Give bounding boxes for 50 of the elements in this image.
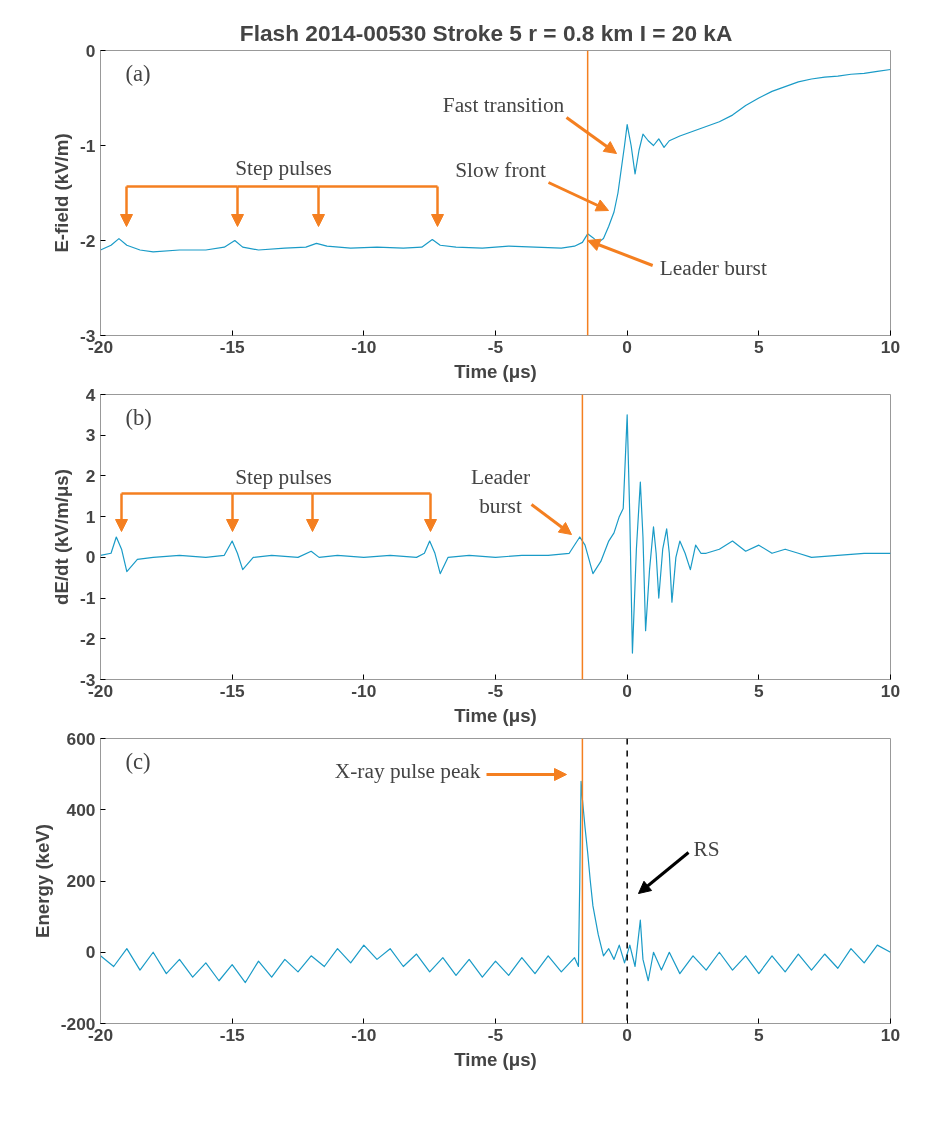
annotation: Step pulses [235, 464, 332, 489]
x-axis-title: Time (μs) [454, 360, 537, 382]
x-tick-label: -10 [351, 1024, 377, 1045]
x-axis-title: Time (μs) [454, 704, 537, 726]
y-tick-label: -2 [80, 230, 96, 251]
x-tick-label: 10 [880, 680, 901, 701]
x-tick-label: -5 [487, 1024, 504, 1045]
y-tick-label: -1 [80, 588, 96, 609]
y-tick-label: 0 [85, 40, 96, 61]
annotation: Slow front [455, 157, 546, 182]
annotation: Leader burst [659, 255, 767, 280]
y-tick-label: 2 [85, 465, 96, 486]
x-tick-label: -10 [351, 336, 377, 357]
y-axis-title: E-field (kV/m) [51, 133, 73, 253]
x-tick-label: -15 [219, 680, 246, 701]
x-tick-label: 10 [880, 1024, 901, 1045]
x-tick-label: 5 [754, 1024, 765, 1045]
y-tick-label: 4 [85, 384, 96, 405]
chart-title: Flash 2014-00530 Stroke 5 r = 0.8 km I = 20 kA [239, 19, 733, 46]
x-tick-label: -5 [487, 680, 504, 701]
annotation: X-ray pulse peak [334, 758, 481, 783]
x-axis-title: Time (μs) [454, 1048, 537, 1070]
y-tick-label: 3 [85, 425, 96, 446]
annotation: (c) [125, 748, 151, 774]
annotation: Leader burst [470, 465, 531, 518]
x-tick-label: -10 [351, 680, 377, 701]
x-tick-label: 5 [754, 336, 765, 357]
y-tick-label: -1 [80, 135, 96, 156]
y-tick-label: 0 [85, 942, 96, 963]
annotation: Step pulses [235, 155, 332, 180]
x-tick-label: 0 [622, 336, 632, 357]
x-tick-label: -15 [219, 1024, 246, 1045]
y-tick-label: 600 [66, 728, 96, 749]
annotation: (b) [125, 404, 152, 430]
x-tick-label: -5 [487, 336, 504, 357]
x-tick-label: 5 [754, 680, 765, 701]
y-tick-label: 200 [66, 871, 96, 891]
y-axis-title: dE/dt (kV/m/μs) [51, 469, 73, 605]
y-axis-title: Energy (keV) [31, 823, 53, 939]
annotation: Fast transition [442, 92, 565, 117]
y-tick-label: -2 [80, 628, 96, 649]
y-tick-label: 0 [85, 547, 96, 568]
x-tick-label: 0 [622, 680, 632, 701]
x-tick-label: -15 [219, 336, 246, 357]
x-tick-label: 10 [880, 336, 901, 357]
y-tick-label: 400 [66, 799, 96, 820]
y-tick-label: 1 [85, 506, 96, 527]
annotation: (a) [125, 60, 151, 86]
x-tick-label: 0 [622, 1024, 632, 1045]
annotation: RS [693, 836, 720, 861]
